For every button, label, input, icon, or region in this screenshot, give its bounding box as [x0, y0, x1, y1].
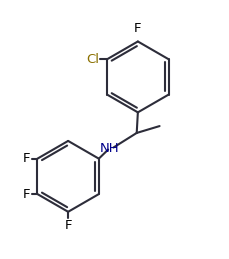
Text: F: F — [23, 188, 30, 200]
Text: F: F — [134, 22, 141, 35]
Text: NH: NH — [99, 142, 119, 155]
Text: F: F — [23, 152, 30, 165]
Text: Cl: Cl — [86, 53, 99, 66]
Text: F: F — [64, 219, 72, 232]
